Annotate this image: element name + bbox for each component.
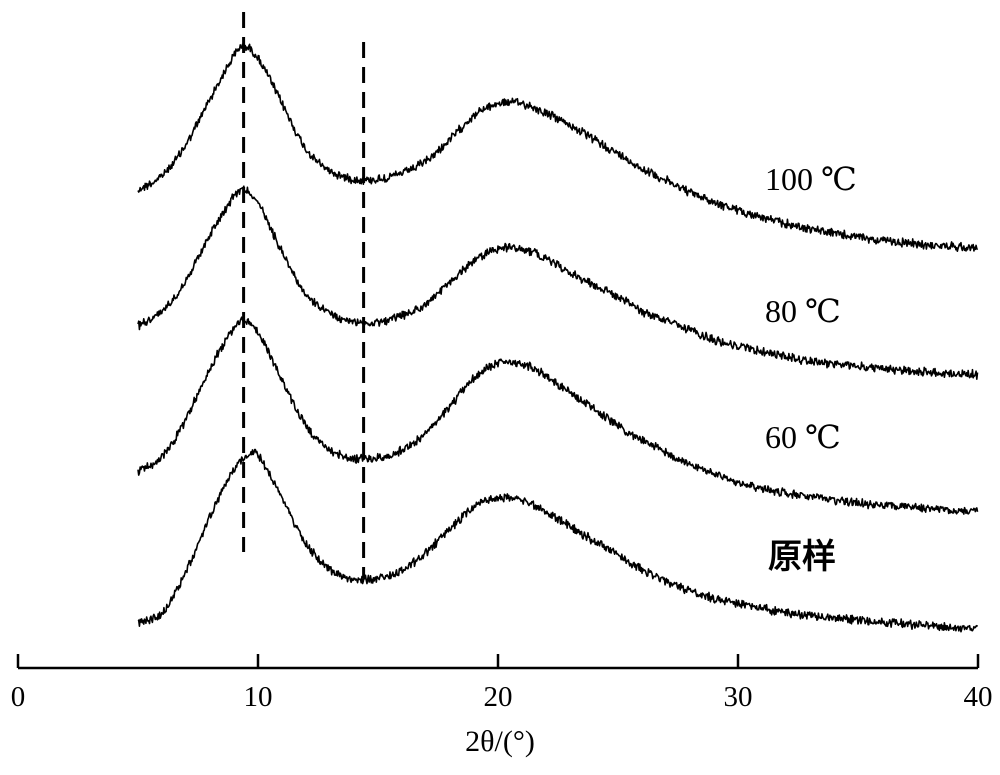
series-label: 80 ℃ [765, 293, 841, 329]
reference-lines [242, 12, 366, 578]
x-tick-label: 30 [724, 681, 753, 713]
x-tick-label: 0 [11, 681, 26, 713]
series-labels: 100 ℃ 80 ℃ 60 ℃ 原样 [765, 161, 857, 577]
series-curves [137, 42, 979, 633]
series-line [137, 448, 979, 633]
series-line [137, 315, 979, 515]
series-label: 60 ℃ [765, 419, 841, 455]
series-line [137, 42, 979, 253]
x-axis-title: 2θ/(°) [465, 725, 535, 758]
series-label: 原样 [768, 537, 836, 577]
x-tick-label: 40 [964, 681, 993, 713]
x-tick-label: 10 [244, 681, 273, 713]
series-label: 100 ℃ [765, 161, 857, 197]
x-axis: 0 10 20 30 40 2θ/(°) [11, 654, 993, 758]
x-tick-label: 20 [484, 681, 513, 713]
x-ticks: 0 10 20 30 40 [11, 654, 993, 713]
series-line [137, 185, 979, 380]
